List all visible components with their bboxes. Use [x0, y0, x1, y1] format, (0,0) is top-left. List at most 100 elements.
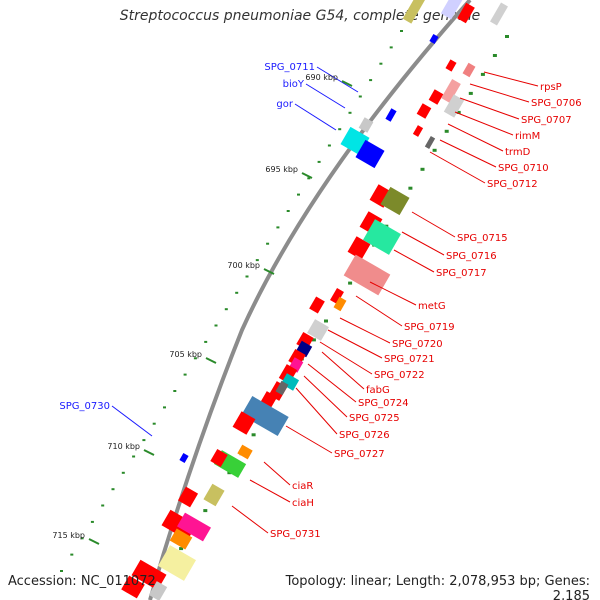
gene-label: SPG_0707 — [521, 115, 572, 126]
gene-feature — [241, 395, 289, 437]
gene-label: trmD — [505, 147, 531, 158]
scale-tick-label: 710 kbp — [107, 442, 140, 451]
gene-feature — [121, 575, 145, 599]
gene-feature — [363, 219, 401, 255]
gene-feature — [412, 125, 424, 137]
gene-label: SPG_0711 — [264, 62, 315, 73]
gene-label: SPG_0720 — [392, 339, 443, 350]
scale-dot — [70, 553, 74, 556]
scale-dot — [60, 570, 63, 572]
gene-label: SPG_0730 — [59, 401, 110, 412]
track-dot — [456, 110, 461, 114]
scale-dot — [173, 390, 177, 392]
scale-tick-label: 700 kbp — [227, 261, 260, 270]
leader-line — [295, 387, 338, 435]
gene-feature — [424, 136, 436, 149]
leader-line — [285, 425, 333, 454]
leader-line — [303, 375, 348, 418]
genome-title: Streptococcus pneumoniae G54, complete g… — [119, 8, 481, 24]
leader-line — [249, 479, 291, 503]
scale-dot — [90, 520, 94, 523]
track-dot — [203, 509, 208, 513]
gene-label: SPG_0726 — [339, 430, 390, 441]
track-dot — [179, 547, 184, 551]
scale-dot — [338, 128, 342, 131]
gene-feature — [380, 186, 410, 216]
genome-summary-text: Topology: linear; Length: 2,078,953 bp; … — [285, 574, 590, 600]
gene-feature — [232, 411, 256, 435]
scale-tick-mark — [263, 268, 275, 275]
gene-label: metG — [418, 301, 446, 312]
scale-tick-label: 705 kbp — [169, 350, 202, 359]
scale-dot — [348, 111, 352, 114]
leader-line — [411, 211, 456, 238]
leader-line — [111, 405, 153, 437]
track-dot — [251, 433, 256, 437]
scale-dot — [255, 259, 259, 262]
track-dot — [505, 35, 509, 38]
gene-feature — [148, 581, 168, 600]
gene-feature — [441, 78, 461, 104]
gene-label: SPG_0721 — [384, 354, 435, 365]
gene-label: ciaR — [292, 481, 313, 492]
leader-line — [483, 71, 539, 87]
gene-label: SPG_0716 — [446, 251, 497, 262]
scale-tick-mark — [301, 172, 313, 179]
scale-tick-label: 695 kbp — [265, 165, 298, 174]
scale-dot — [358, 95, 362, 98]
leader-line — [393, 249, 435, 273]
gene-label: rpsP — [540, 82, 562, 93]
leader-line — [305, 83, 346, 109]
track-dot — [420, 167, 425, 171]
gene-feature — [177, 512, 211, 542]
gene-label: SPG_0727 — [334, 449, 385, 460]
scale-dot — [307, 177, 311, 180]
gene-label: SPG_0717 — [436, 268, 487, 279]
gene-feature — [203, 483, 225, 507]
scale-dot — [204, 340, 208, 343]
leader-line — [307, 363, 357, 403]
gene-feature — [385, 108, 397, 122]
leader-line — [339, 317, 391, 344]
gene-feature — [179, 453, 189, 463]
gene-feature — [307, 319, 329, 341]
gene-feature — [210, 448, 228, 468]
gene-feature — [275, 380, 289, 396]
gene-feature — [429, 34, 439, 44]
scale-dot — [193, 357, 197, 360]
gene-feature — [280, 373, 300, 391]
gene-feature — [169, 528, 193, 550]
gene-feature — [445, 59, 457, 72]
sequence-backbone — [148, 0, 472, 600]
leader-line — [369, 281, 417, 306]
scale-dot — [142, 439, 146, 442]
leader-line — [355, 295, 403, 327]
scale-dot — [245, 275, 249, 278]
gene-label: SPG_0706 — [531, 98, 582, 109]
gene-feature — [462, 62, 476, 78]
scale-tick-mark — [88, 538, 100, 545]
track-dot — [492, 54, 497, 57]
scale-dot — [101, 504, 105, 507]
gene-label: SPG_0712 — [487, 179, 538, 190]
gene-feature — [358, 117, 374, 133]
gene-feature — [333, 296, 347, 312]
scale-dot — [389, 46, 393, 49]
gene-label: ciaH — [292, 498, 314, 509]
leader-line — [401, 231, 445, 256]
track-dot — [444, 129, 449, 133]
scale-dot — [214, 324, 218, 327]
scale-dot — [152, 422, 156, 425]
gene-label: SPG_0715 — [457, 233, 508, 244]
gene-label: SPG_0719 — [404, 322, 455, 333]
gene-feature — [440, 0, 464, 20]
track-dot — [324, 319, 328, 323]
gene-feature — [355, 139, 385, 169]
scale-tick-mark — [143, 449, 155, 456]
scale-dot — [111, 488, 115, 491]
scale-dot — [235, 291, 239, 294]
gene-feature — [457, 2, 475, 24]
gene-feature — [443, 94, 465, 118]
